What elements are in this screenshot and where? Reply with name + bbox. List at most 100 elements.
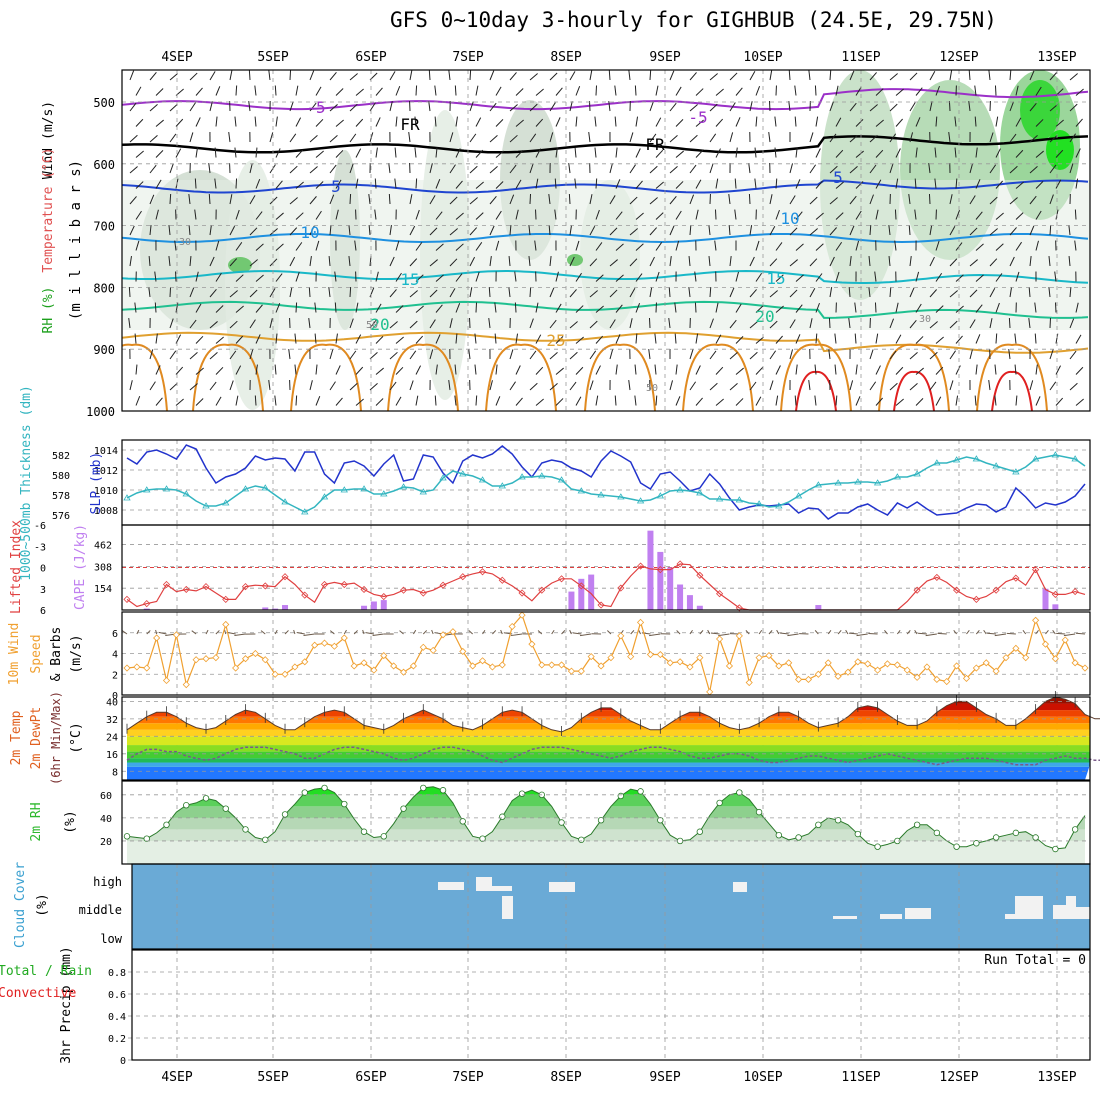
wind-barb: [449, 258, 458, 267]
wind-barb: [500, 629, 503, 635]
wind-barb: [615, 334, 621, 344]
rh-shading: [1046, 130, 1074, 170]
wind-barb: [649, 287, 653, 298]
wind-barb: [355, 148, 362, 158]
wind-barb: [129, 70, 135, 81]
wind-barb: [129, 256, 132, 267]
wind-barb: [375, 303, 382, 313]
wind-barb: [695, 88, 704, 96]
rh-marker: [1071, 826, 1079, 833]
wind-barb: [989, 318, 993, 329]
wind-barb: [335, 179, 342, 189]
wind-barb: [629, 164, 636, 174]
rh-marker: [657, 816, 664, 824]
wind-barb: [334, 302, 337, 313]
wind-barb: [249, 319, 256, 329]
wind-barb: [374, 209, 377, 220]
wind-barb: [695, 333, 699, 344]
wind-barb: [788, 101, 791, 112]
rh-marker: [459, 818, 466, 825]
wind-barb: [775, 335, 783, 344]
wind-barb: [655, 117, 662, 127]
ylabel-total-rain: Total / Rain: [0, 964, 92, 979]
wind-barb: [328, 255, 331, 267]
wind-barb: [829, 227, 837, 236]
li-line: [126, 563, 1086, 611]
wind-barb: [275, 180, 283, 189]
rh-marker: [953, 843, 960, 850]
wind-barb: [935, 336, 944, 344]
wind-barb: [629, 132, 634, 143]
wind-barb: [475, 85, 479, 96]
li-marker: [380, 592, 388, 601]
li-marker: [439, 581, 447, 589]
wind-barb: [128, 286, 131, 298]
li-marker: [637, 562, 645, 570]
wind-barb: [629, 288, 636, 298]
panel-frame: [131, 949, 1091, 1061]
wind-barb: [607, 630, 612, 635]
wind-barb: [249, 227, 258, 236]
temperature-contour: [682, 343, 754, 411]
temp-band: [127, 729, 1090, 737]
wind-barb: [718, 633, 730, 637]
wind-barb: [369, 383, 378, 391]
wind-barb: [715, 148, 721, 158]
wind-barb: [135, 364, 138, 375]
li-marker: [459, 573, 467, 581]
wind-barb: [975, 334, 981, 344]
temperature-contour: [584, 343, 656, 411]
wind-barb: [169, 382, 178, 391]
wind-barb: [788, 70, 791, 81]
contour-label: FR: [400, 115, 420, 134]
wind-barb: [455, 243, 464, 251]
wind-barb: [455, 212, 464, 220]
thickness-marker: [794, 492, 803, 499]
wind-barb: [928, 193, 931, 205]
wind-barb: [1006, 632, 1016, 635]
wind-barb: [495, 364, 498, 375]
wind-barb: [329, 134, 338, 143]
wind-barb: [414, 147, 417, 158]
thickness-marker: [538, 472, 546, 479]
wind-barb: [509, 224, 512, 236]
thickness-marker: [478, 476, 487, 483]
wind-barb: [689, 164, 697, 174]
contour-label: 20: [370, 315, 389, 334]
wind-barb: [355, 88, 364, 96]
wind-barb: [409, 290, 418, 298]
wind-barb: [615, 274, 624, 282]
cloud-block: [438, 882, 464, 890]
cape-bar: [143, 608, 150, 610]
wind-barb: [1015, 395, 1018, 406]
wind-barb: [1009, 101, 1015, 112]
wind-barb: [869, 72, 877, 81]
wind-barb: [449, 196, 458, 205]
wind-barb: [537, 630, 543, 635]
wind-barb: [855, 86, 862, 96]
wind-barb: [549, 287, 555, 298]
wind-speed-marker: [913, 673, 921, 681]
wind-speed-marker: [814, 670, 822, 678]
cape-bar: [370, 601, 377, 610]
wind-speed-marker: [617, 632, 625, 640]
wind-barb: [375, 335, 384, 344]
wind-barb: [1055, 333, 1059, 344]
wind-barb: [889, 73, 898, 81]
cloud-block: [549, 882, 575, 892]
wind-barb: [208, 193, 211, 205]
wind-barb: [469, 165, 478, 174]
wind-barb: [295, 117, 302, 127]
wind-barb: [889, 318, 895, 329]
wind-barb: [328, 287, 331, 298]
wind-barb: [469, 256, 476, 267]
wind-barb: [555, 87, 563, 96]
wind-barb: [849, 166, 858, 174]
thickness-marker: [1071, 455, 1079, 462]
wind-barb: [468, 630, 474, 635]
wind-barb: [194, 209, 197, 220]
wind-barb: [849, 70, 855, 81]
wind-barb: [755, 396, 762, 406]
wind-speed-marker: [419, 643, 427, 651]
wind-barb: [795, 274, 804, 282]
